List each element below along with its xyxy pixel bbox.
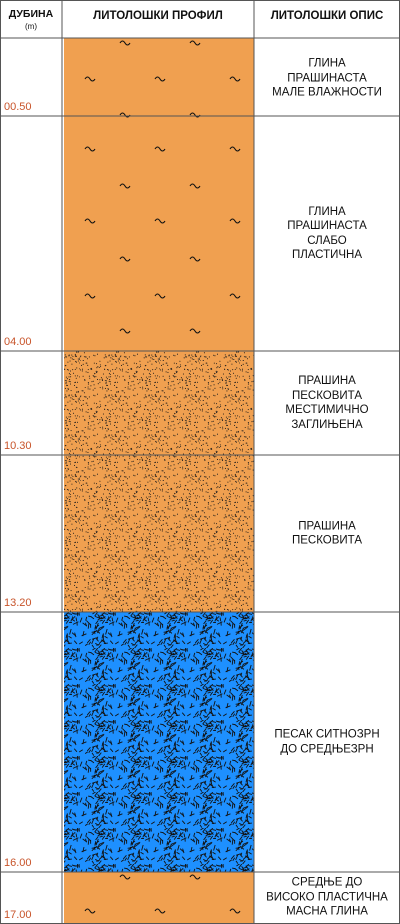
layer-fill-5 — [64, 612, 254, 872]
clay-symbol — [84, 908, 96, 914]
description-line: ВИСОКО ПЛАСТИЧНА — [266, 890, 388, 903]
depth-label: 16.00 — [4, 857, 32, 869]
description-line: СЛАБО — [307, 234, 347, 247]
description-line: ПРАШИНА — [298, 375, 356, 387]
clay-symbol — [119, 328, 131, 334]
description-line: ЗАГЛИЊЕНА — [291, 418, 363, 431]
description-line: МАСНА ГЛИНА — [286, 905, 368, 918]
description-line: ПЕСКОВИТА — [291, 534, 362, 547]
clay-symbol — [119, 183, 131, 189]
clay-symbol — [229, 908, 241, 914]
clay-symbol — [119, 874, 131, 880]
clay-symbol — [189, 256, 201, 262]
clay-symbol — [229, 293, 241, 299]
layer-description: СРЕДЊЕ ДО ВИСОКО ПЛАСТИЧНА МАСНА ГЛИНА — [256, 875, 398, 919]
layer-description: ГЛИНА ПРАШИНАСТА СЛАБО ПЛАСТИЧНА — [256, 205, 398, 263]
layer-fill-1 — [64, 38, 254, 116]
layer-fill-6 — [64, 872, 254, 924]
depth-label: 04.00 — [4, 336, 32, 348]
depth-column-title: ДУБИНА — [8, 8, 54, 20]
description-line: ПРАШИНАСТА — [287, 71, 367, 84]
description-line: МЕСТИМИЧНО — [285, 404, 369, 416]
description-line: ПЛАСТИЧНА — [291, 249, 363, 261]
layer-description: ПРАШИНА ПЕСКОВИТА — [256, 519, 398, 548]
clay-symbol — [154, 908, 166, 914]
clay-symbol — [84, 146, 96, 152]
clay-symbol — [154, 76, 166, 82]
clay-symbol — [84, 218, 96, 224]
description-line: ПЕСАК СИТНОЗРН — [274, 728, 380, 741]
description-line: МАЛЕ ВЛАЖНОСТИ — [272, 86, 382, 99]
description-line: ГЛИНА — [308, 205, 346, 218]
clay-symbol — [119, 256, 131, 262]
clay-symbol — [189, 40, 201, 46]
clay-symbol — [154, 218, 166, 224]
description-line: ДО СРЕДЊЕЗРН — [280, 743, 374, 755]
layer-description: ПЕСАК СИТНОЗРН ДО СРЕДЊЕЗРН — [256, 728, 398, 757]
clay-symbol — [229, 146, 241, 152]
clay-symbol — [154, 146, 166, 152]
layer-fill-3 — [64, 351, 254, 455]
clay-symbol — [189, 112, 201, 118]
clay-symbol — [229, 76, 241, 82]
clay-symbol — [84, 76, 96, 82]
clay-symbol — [119, 40, 131, 46]
clay-symbol — [229, 218, 241, 224]
layer-fill-4 — [64, 455, 254, 612]
layer-description: ГЛИНА ПРАШИНАСТА МАЛЕ ВЛАЖНОСТИ — [256, 56, 398, 100]
description-line: ПРАШИНАСТА — [287, 220, 367, 232]
depth-label: 17.00 — [4, 909, 32, 921]
clay-symbol — [189, 328, 201, 334]
clay-symbol — [189, 183, 201, 189]
depth-label: 13.20 — [4, 597, 32, 609]
depth-label: 00.50 — [4, 101, 32, 113]
clay-symbol — [189, 874, 201, 880]
depth-label: 10.30 — [4, 440, 32, 452]
layer-fill-2 — [64, 116, 254, 351]
clay-symbol — [154, 293, 166, 299]
clay-symbol — [119, 112, 131, 118]
description-line: ГЛИНА — [308, 57, 346, 70]
description-line: ПЕСКОВИТА — [291, 389, 362, 402]
profile-column-title: ЛИТОЛОШКИ ПРОФИЛ — [93, 10, 223, 22]
depth-unit: (m) — [25, 22, 37, 31]
description-column-title: ЛИТОЛОШКИ ОПИС — [270, 10, 384, 22]
description-line: ПРАШИНА — [298, 520, 356, 532]
clay-symbol — [84, 293, 96, 299]
description-line: СРЕДЊЕ ДО — [291, 876, 363, 889]
layer-description: ПРАШИНА ПЕСКОВИТА МЕСТИМИЧНО ЗАГЛИЊЕНА — [256, 374, 398, 432]
